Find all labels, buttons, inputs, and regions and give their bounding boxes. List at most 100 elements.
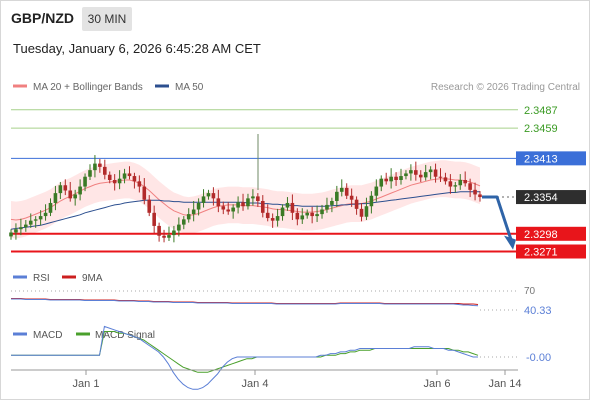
timeframe-button[interactable]: 30 MIN: [82, 7, 132, 31]
candle-body: [241, 202, 245, 207]
ma50-line: [10, 191, 480, 230]
candle-body: [93, 163, 97, 171]
candle-body: [112, 180, 117, 184]
candle-body: [162, 235, 166, 238]
candle-body: [231, 207, 235, 212]
candle-body: [315, 214, 319, 217]
candle-body: [127, 173, 132, 177]
candle-body: [280, 207, 285, 217]
rsi-line: [11, 298, 479, 307]
candle-body: [191, 209, 196, 215]
candle-body: [246, 198, 250, 207]
candle-body: [19, 227, 23, 230]
forecast-arrow-head: [504, 235, 516, 250]
candle-body: [339, 187, 344, 192]
candle-body: [117, 178, 122, 184]
candle-body: [354, 199, 359, 209]
macd-last-label: -0.00: [526, 352, 551, 364]
candle-body: [389, 176, 393, 182]
candle-body: [196, 202, 201, 210]
candle-body: [167, 235, 171, 238]
macd-signal-line: [11, 331, 479, 373]
candle-body: [107, 174, 112, 180]
level-label-2.3459: 2.3459: [524, 123, 558, 135]
candle-body: [78, 186, 82, 195]
candle-body: [68, 190, 73, 199]
level-label-2.3354: 2.3354: [524, 192, 558, 204]
price-panel: 2.3487 2.3459 2.3413 2.3354 2.3298 2.3271: [9, 105, 586, 259]
candle-body: [177, 224, 181, 231]
candle-body: [88, 170, 92, 177]
candle-body: [418, 174, 423, 178]
candle-body: [103, 166, 107, 175]
candle-body: [320, 209, 324, 215]
level-tag-2.3298: [516, 226, 586, 241]
time-axis: Jan 1 Jan 4 Jan 6 Jan 14: [73, 370, 522, 390]
candle-body: [349, 195, 354, 200]
candle-body: [53, 193, 58, 203]
candle-body: [73, 194, 77, 199]
candle-body: [330, 200, 334, 205]
candle-body: [344, 187, 349, 196]
forecast-arrow: [482, 195, 513, 241]
datetime-label: Tuesday, January 6, 2026 6:45:28 AM CET: [13, 41, 261, 56]
candle-body: [216, 198, 221, 207]
candle-body: [48, 202, 53, 213]
candle-body: [448, 181, 453, 187]
candle-body: [9, 232, 13, 237]
candle-body: [290, 202, 295, 213]
candle-body: [147, 199, 152, 213]
candle-body: [423, 172, 428, 178]
candle-body: [28, 220, 33, 225]
candle-body: [260, 200, 265, 213]
candle-body: [295, 212, 300, 220]
rsi-level-70-label: 70: [524, 286, 536, 297]
candle-body: [310, 212, 314, 217]
time-label-Jan 4: Jan 4: [242, 378, 269, 390]
candle-body: [463, 180, 467, 184]
candle-body: [236, 202, 240, 208]
level-tag-2.3413: [516, 151, 586, 166]
candle-body: [211, 193, 216, 199]
candle-body: [256, 196, 260, 201]
candle-body: [305, 212, 310, 216]
time-label-Jan 1: Jan 1: [73, 378, 100, 390]
candle-body: [137, 181, 142, 187]
time-label-Jan 6: Jan 6: [424, 378, 451, 390]
level-tag-2.3271: [516, 244, 586, 259]
candle-body: [186, 214, 191, 220]
candle-body: [33, 219, 38, 221]
candle-body: [453, 185, 458, 187]
candle-body: [142, 186, 147, 200]
candle-body: [428, 169, 433, 173]
candle-body: [433, 169, 438, 177]
candle-body: [83, 176, 87, 187]
candle-body: [181, 219, 186, 225]
candle-body: [335, 191, 339, 201]
candle-body: [14, 229, 18, 233]
candle-body: [251, 196, 255, 199]
candle-body: [409, 170, 413, 174]
candle-body: [206, 193, 211, 197]
candle-body: [414, 170, 418, 175]
candle-body: [270, 218, 275, 221]
legend-rsi-ma-label: 9MA: [82, 273, 103, 284]
candle-body: [157, 225, 161, 236]
candle-body: [384, 178, 388, 182]
candle-body: [38, 216, 43, 220]
candle-body: [63, 185, 68, 191]
candle-body: [399, 176, 403, 180]
candle-body: [364, 206, 369, 217]
macd-panel: -0.00: [11, 325, 551, 390]
research-credit: Research © 2026 Trading Central: [431, 82, 580, 93]
candle-body: [285, 202, 290, 208]
candle-body: [468, 183, 472, 190]
candle-body: [43, 212, 48, 217]
candle-body: [201, 196, 206, 203]
candle-body: [221, 206, 226, 210]
macd-line: [11, 325, 478, 390]
rsi-last-label: 40.33: [524, 305, 552, 317]
candle-body: [132, 176, 137, 182]
candle-body: [172, 230, 176, 236]
